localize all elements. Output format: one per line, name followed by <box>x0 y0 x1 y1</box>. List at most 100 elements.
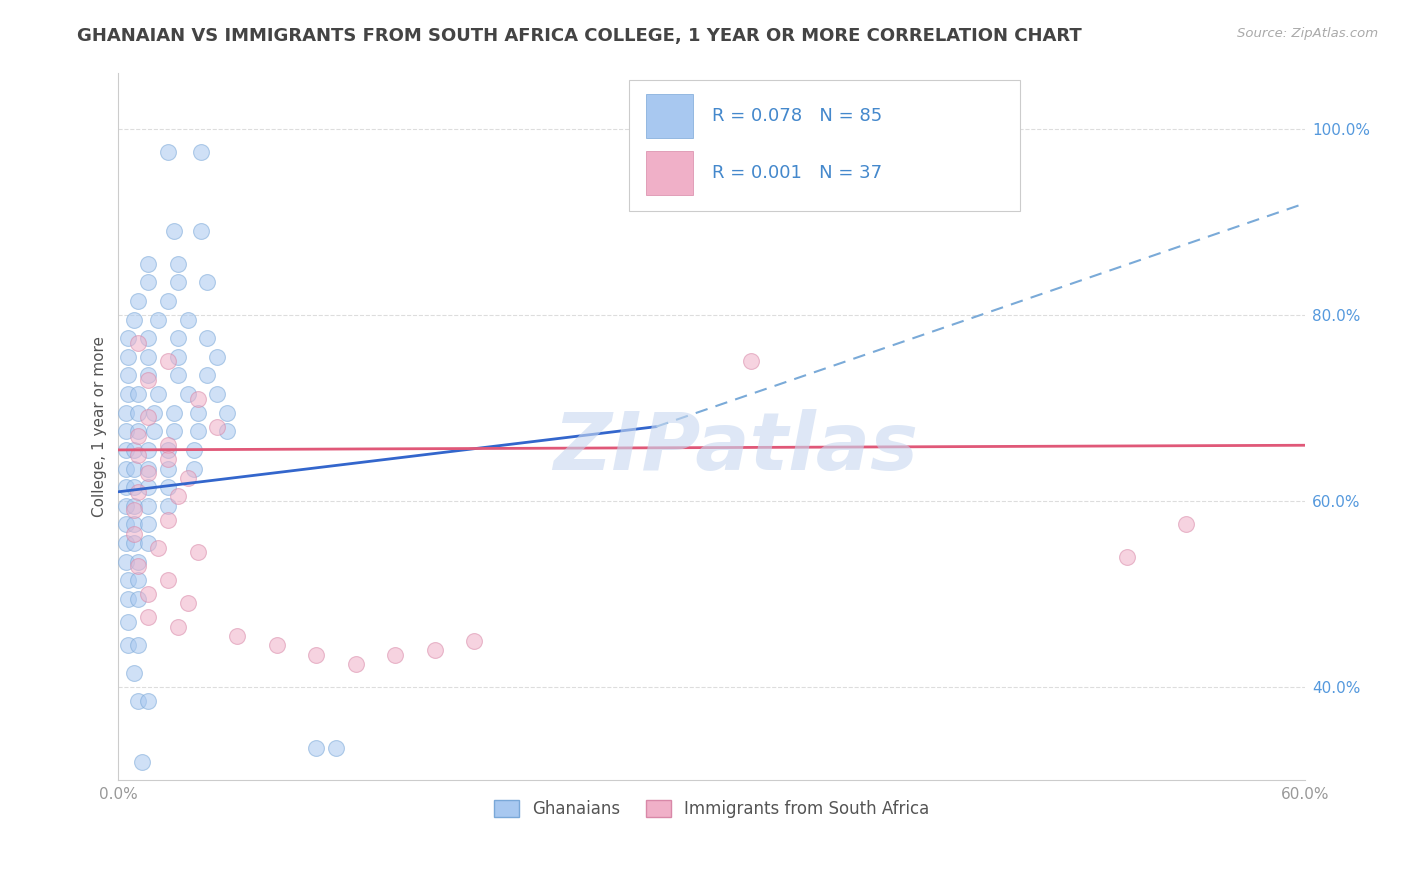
Point <box>127 555 149 569</box>
Point <box>1175 517 1198 532</box>
Point <box>146 312 169 326</box>
Point <box>207 350 229 364</box>
Point <box>115 442 138 457</box>
Point <box>136 257 159 271</box>
Point <box>190 224 212 238</box>
Point <box>117 350 139 364</box>
Point <box>156 480 179 494</box>
Point <box>122 536 145 550</box>
Point <box>918 145 941 160</box>
Point <box>197 276 219 290</box>
Point <box>186 545 208 559</box>
Point <box>156 293 179 308</box>
Point <box>127 559 149 574</box>
Text: GHANAIAN VS IMMIGRANTS FROM SOUTH AFRICA COLLEGE, 1 YEAR OR MORE CORRELATION CHA: GHANAIAN VS IMMIGRANTS FROM SOUTH AFRICA… <box>77 27 1083 45</box>
Point <box>115 425 138 439</box>
Point <box>207 419 229 434</box>
Point <box>117 331 139 345</box>
Text: Source: ZipAtlas.com: Source: ZipAtlas.com <box>1237 27 1378 40</box>
Point <box>122 442 145 457</box>
Point <box>176 387 198 401</box>
Point <box>117 387 139 401</box>
Point <box>136 331 159 345</box>
Point <box>136 517 159 532</box>
Point <box>122 666 145 681</box>
Point <box>166 350 188 364</box>
Point <box>226 629 249 643</box>
Point <box>136 536 159 550</box>
Point <box>156 461 179 475</box>
Point <box>127 293 149 308</box>
Point <box>156 499 179 513</box>
Point <box>463 633 485 648</box>
Point <box>127 448 149 462</box>
Point <box>127 638 149 652</box>
Point <box>115 461 138 475</box>
Point <box>115 406 138 420</box>
Point <box>143 406 166 420</box>
Point <box>166 368 188 383</box>
Point <box>166 276 188 290</box>
Point <box>127 484 149 499</box>
Text: R = 0.078   N = 85: R = 0.078 N = 85 <box>711 107 882 125</box>
Point <box>176 471 198 485</box>
Point <box>789 145 811 160</box>
FancyBboxPatch shape <box>647 151 693 194</box>
Point <box>423 643 446 657</box>
Point <box>325 740 347 755</box>
Point <box>197 331 219 345</box>
Point <box>131 755 153 769</box>
Point <box>136 587 159 601</box>
Point <box>156 354 179 368</box>
Point <box>117 615 139 629</box>
Text: ZIPatlas: ZIPatlas <box>553 409 918 487</box>
Point <box>344 657 367 671</box>
Point <box>217 425 239 439</box>
Point <box>217 406 239 420</box>
Point <box>166 257 188 271</box>
Point <box>122 526 145 541</box>
Point <box>127 335 149 350</box>
Text: R = 0.001   N = 37: R = 0.001 N = 37 <box>711 164 882 182</box>
Point <box>115 517 138 532</box>
Point <box>136 480 159 494</box>
Point <box>127 573 149 587</box>
Point <box>305 740 328 755</box>
FancyBboxPatch shape <box>628 80 1021 211</box>
Point <box>127 387 149 401</box>
Legend: Ghanaians, Immigrants from South Africa: Ghanaians, Immigrants from South Africa <box>488 794 936 825</box>
Point <box>117 573 139 587</box>
Point <box>136 466 159 480</box>
Point <box>115 555 138 569</box>
Point <box>163 425 186 439</box>
Point <box>207 387 229 401</box>
Point <box>156 573 179 587</box>
Point <box>127 425 149 439</box>
Point <box>127 406 149 420</box>
Point <box>266 638 288 652</box>
Point <box>136 461 159 475</box>
Point <box>143 425 166 439</box>
Point <box>156 442 179 457</box>
Y-axis label: College, 1 year or more: College, 1 year or more <box>93 336 107 517</box>
Point <box>156 513 179 527</box>
Point <box>1116 549 1139 564</box>
Point <box>136 276 159 290</box>
Point <box>122 312 145 326</box>
Point <box>127 591 149 606</box>
Point <box>146 387 169 401</box>
Point <box>122 503 145 517</box>
Point <box>197 368 219 383</box>
Point <box>136 373 159 387</box>
Point <box>166 490 188 504</box>
Point <box>136 368 159 383</box>
Point <box>115 480 138 494</box>
Point <box>186 425 208 439</box>
Point <box>136 442 159 457</box>
Point <box>156 145 179 160</box>
Point <box>176 597 198 611</box>
Point <box>163 224 186 238</box>
Point <box>122 499 145 513</box>
Point <box>166 620 188 634</box>
Point <box>186 406 208 420</box>
